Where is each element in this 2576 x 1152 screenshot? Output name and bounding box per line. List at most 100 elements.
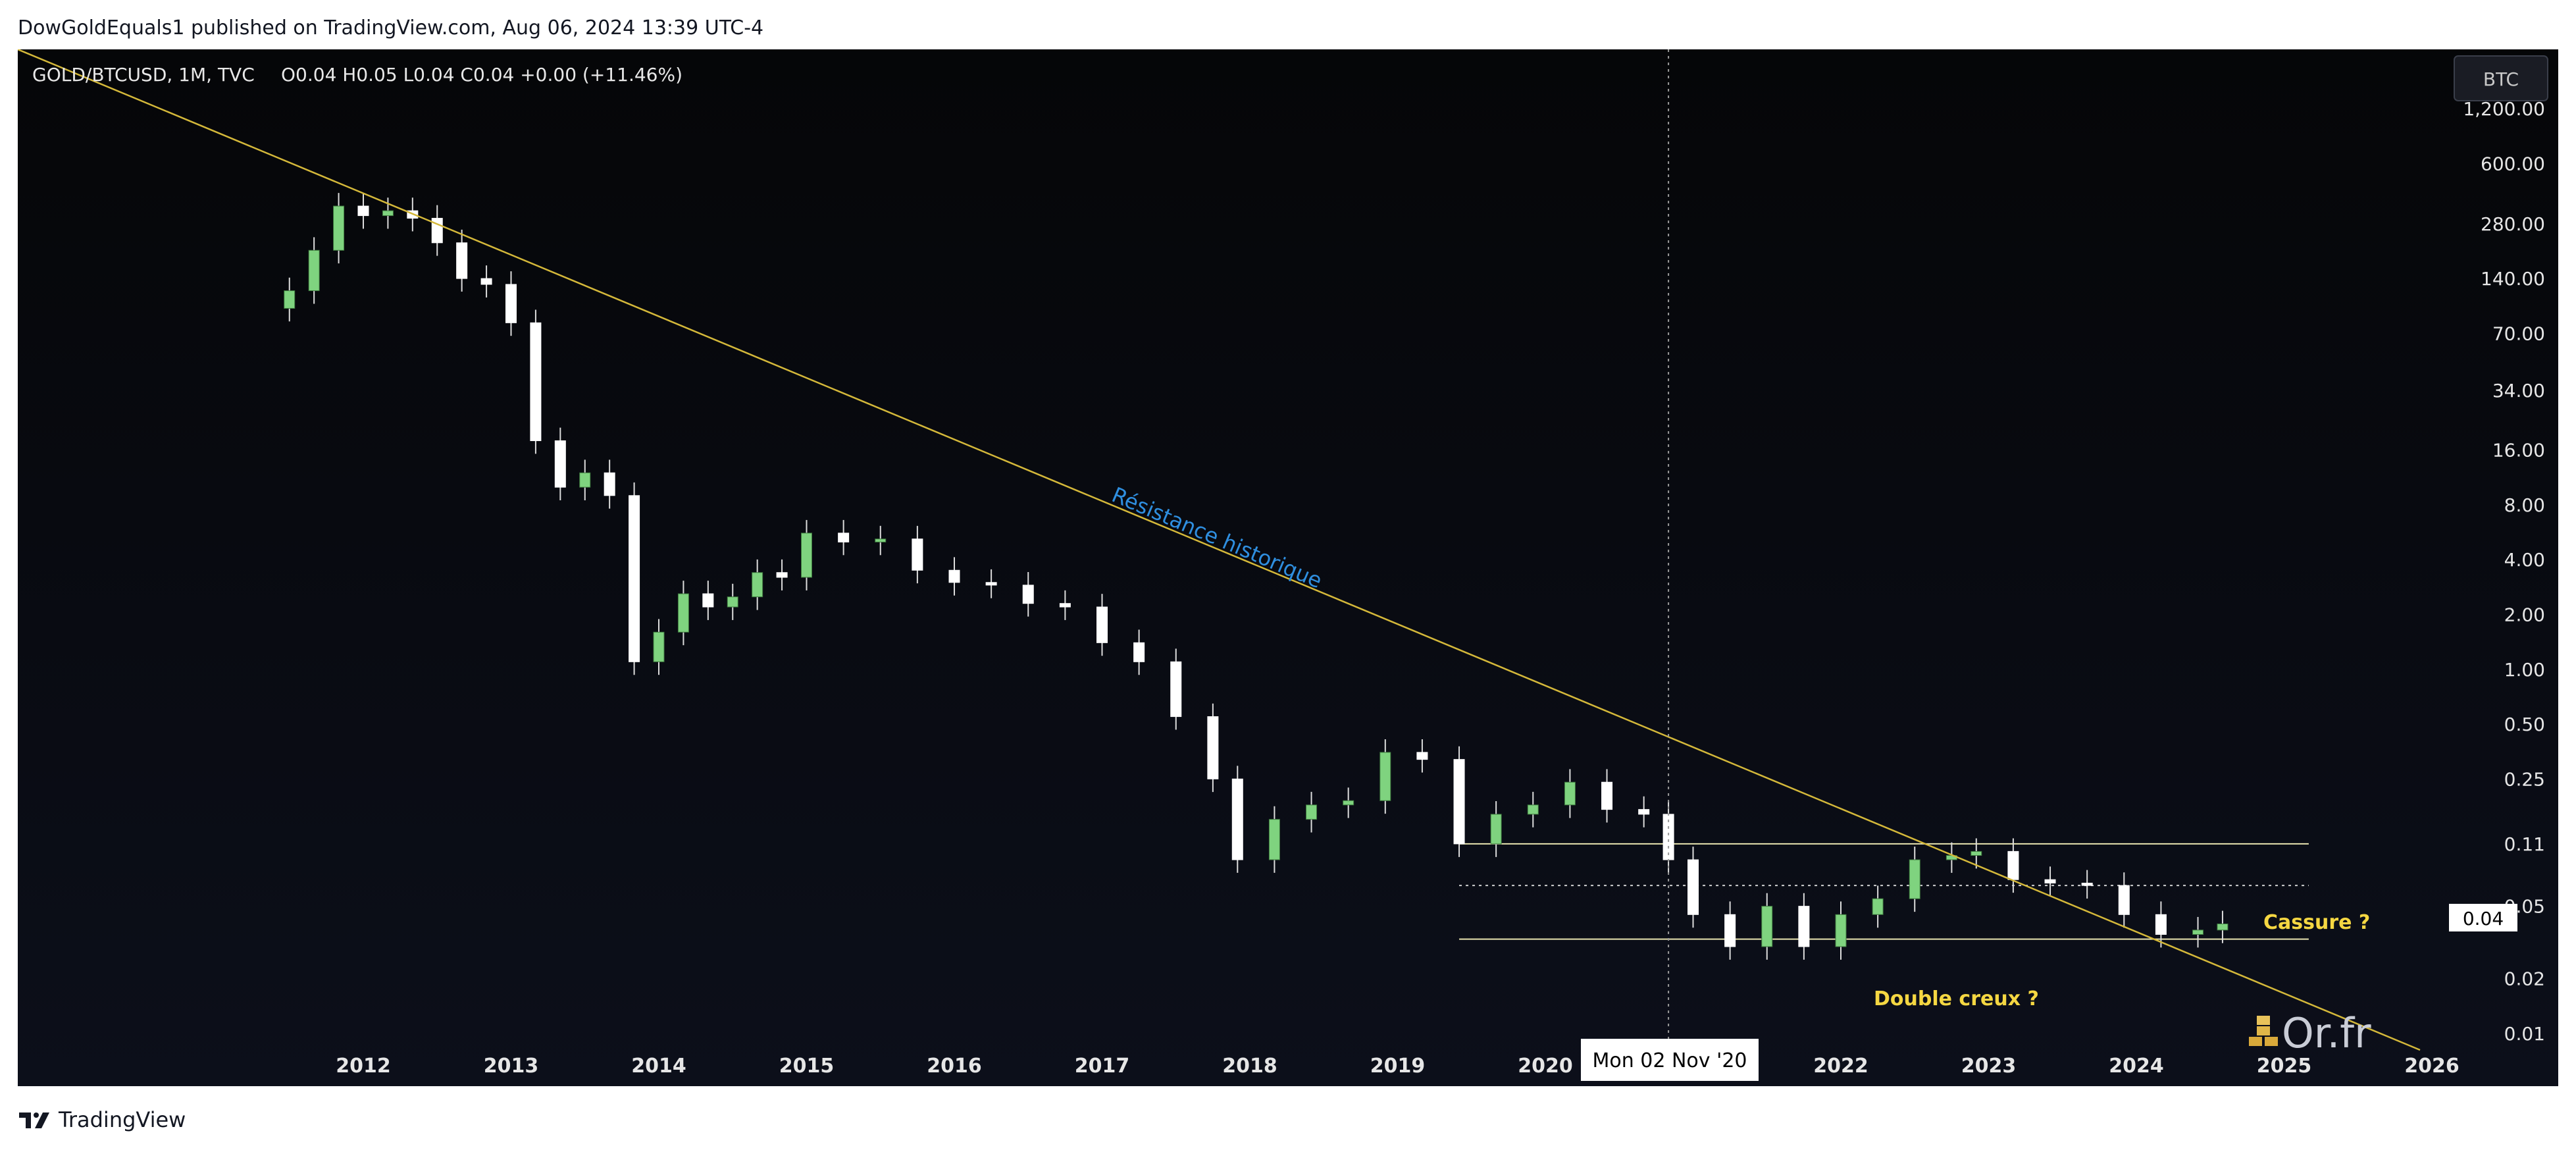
legend-ohlc: O0.04 H0.05 L0.04 C0.04 +0.00 (+11.46%) <box>281 64 683 86</box>
candle-up <box>308 249 320 292</box>
candle <box>1453 746 1465 857</box>
candle <box>752 559 763 610</box>
tradingview-logo-icon <box>18 1110 52 1130</box>
y-tick-label: 1,200.00 <box>2463 98 2545 120</box>
candle-up <box>1971 851 1982 856</box>
candle-up <box>1490 814 1502 845</box>
candle <box>2081 870 2093 899</box>
candle-down <box>838 533 850 542</box>
candle <box>1096 594 1108 656</box>
y-tick-label: 70.00 <box>2492 323 2545 344</box>
candle-up <box>653 631 665 662</box>
candle-up <box>1872 898 1884 915</box>
footer[interactable]: TradingView <box>18 1107 186 1132</box>
candle <box>2192 916 2204 948</box>
x-tick-label: 2023 <box>1961 1055 2017 1078</box>
candle-down <box>554 440 566 488</box>
candle-down <box>2044 879 2056 883</box>
candle-down <box>2081 882 2093 886</box>
candle-up <box>1835 914 1847 947</box>
candle <box>677 581 689 646</box>
candle <box>505 271 517 336</box>
gold-bars-icon <box>2249 1016 2278 1046</box>
candle-up <box>801 533 812 578</box>
x-tick-label: 2013 <box>484 1055 539 1078</box>
candle <box>1687 847 1699 928</box>
x-tick-label: 2019 <box>1370 1055 1426 1078</box>
candle <box>1207 703 1219 793</box>
candle <box>875 525 887 556</box>
candle <box>985 569 997 598</box>
candle-down <box>1022 585 1034 604</box>
candle-up <box>1909 859 1920 899</box>
candle-down <box>2155 914 2167 935</box>
candle <box>1798 893 1810 960</box>
candle-down <box>1638 809 1650 815</box>
y-tick-label: 0.25 <box>2504 768 2545 790</box>
candle <box>948 557 960 596</box>
candle-up <box>1564 781 1576 806</box>
support-resistance-levels <box>1459 843 2309 940</box>
x-tick-label: 2026 <box>2404 1055 2460 1078</box>
candle <box>1343 787 1354 818</box>
candle <box>604 459 615 509</box>
candle <box>1133 629 1145 675</box>
candle <box>1909 847 1920 912</box>
x-tick-label: 2018 <box>1222 1055 1277 1078</box>
candle-down <box>629 495 640 662</box>
x-tick-label: 2022 <box>1813 1055 1868 1078</box>
x-tick-label: 2025 <box>2257 1055 2312 1078</box>
x-tick-label: 2020 <box>1518 1055 1573 1078</box>
candle <box>702 581 714 620</box>
candle <box>1416 739 1428 773</box>
candle-up <box>1306 804 1318 820</box>
candle <box>1306 791 1318 833</box>
price-axis[interactable]: 1,200.00 600.00 280.00 140.00 70.00 34.00 16.0… <box>2463 98 2545 1045</box>
candle <box>579 459 591 501</box>
watermark: Or.fr <box>2249 1009 2371 1057</box>
candle-down <box>2118 885 2130 915</box>
y-tick-label: 0.50 <box>2504 714 2545 735</box>
candle <box>1835 901 1847 960</box>
candle <box>727 583 738 620</box>
candle-up <box>1761 906 1773 947</box>
candle <box>2118 872 2130 928</box>
breakout-annotation: Cassure ? <box>2263 911 2370 934</box>
current-price-label: 0.04 <box>2449 904 2517 931</box>
candle <box>1971 838 1982 869</box>
candle <box>776 559 788 590</box>
candle <box>1724 901 1736 960</box>
chart-area[interactable]: Résistance historique Cassure ? Double c… <box>18 49 2558 1086</box>
y-tick-label: 34.00 <box>2492 380 2545 402</box>
y-tick-label: 0.01 <box>2504 1023 2545 1045</box>
x-tick-label: 2017 <box>1075 1055 1130 1078</box>
price-chart[interactable]: Résistance historique Cassure ? Double c… <box>18 49 2558 1086</box>
candle <box>1564 769 1576 818</box>
candle-down <box>1687 859 1699 915</box>
candle <box>554 427 566 501</box>
candle-down <box>702 593 714 608</box>
y-tick-label: 4.00 <box>2504 549 2545 571</box>
y-tick-label: 16.00 <box>2492 440 2545 461</box>
candle-down <box>1096 606 1108 643</box>
candle <box>456 229 468 292</box>
candle <box>530 309 542 454</box>
y-tick-label: 0.11 <box>2504 833 2545 855</box>
candle <box>1379 739 1391 814</box>
candle-down <box>1798 906 1810 947</box>
candle-up <box>677 593 689 633</box>
crosshair-date-label: Mon 02 Nov '20 <box>1581 1039 1759 1081</box>
currency-button[interactable]: BTC <box>2454 55 2548 101</box>
candle-down <box>1207 716 1219 779</box>
y-tick-label: 140.00 <box>2481 268 2545 290</box>
y-tick-label: 0.02 <box>2504 968 2545 990</box>
candle-down <box>1170 661 1182 718</box>
candle <box>480 265 492 298</box>
candle-down <box>948 569 960 583</box>
candle <box>912 525 923 584</box>
x-tick-label: 2012 <box>336 1055 391 1078</box>
watermark-text: Or.fr <box>2282 1009 2371 1057</box>
candle-up <box>1379 752 1391 801</box>
time-axis[interactable]: 2012 2013 2014 2015 2016 2017 2018 2019 2020 2022… <box>336 1055 2460 1078</box>
candle <box>2217 910 2228 943</box>
